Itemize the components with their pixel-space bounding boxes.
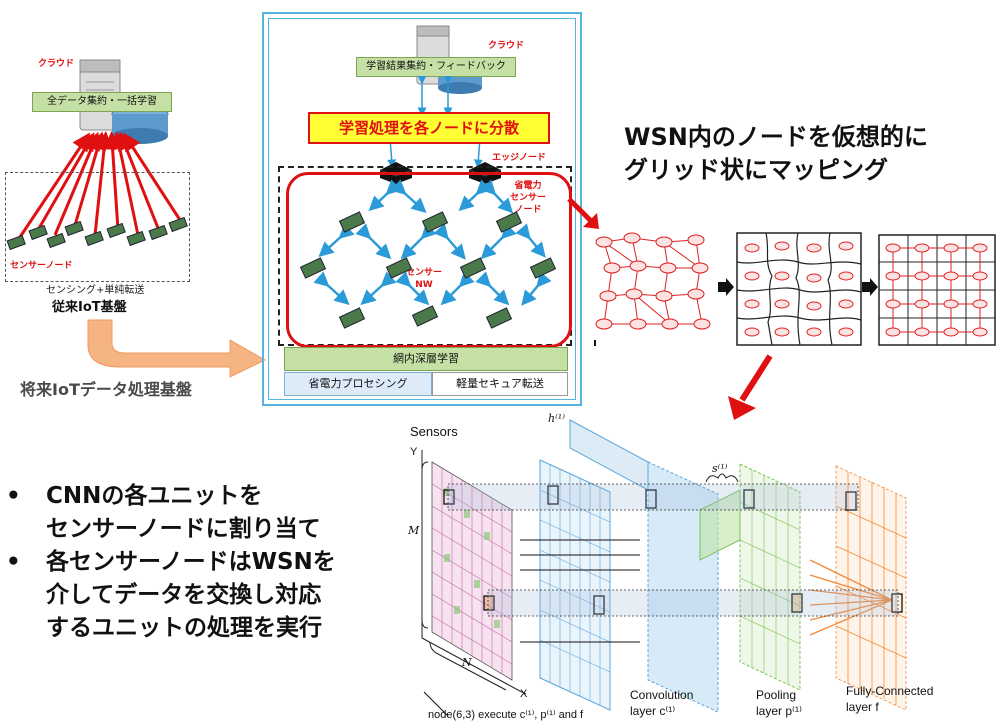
low-power-node-label: 省電力 センサー ノード	[510, 181, 547, 215]
cnn-diagram	[421, 419, 907, 717]
pool-layer-label-2: layer p⁽¹⁾	[756, 704, 802, 718]
sensors-label: Sensors	[410, 424, 458, 439]
secure-transfer: 軽量セキュア転送	[432, 372, 568, 396]
n-label: N	[462, 656, 472, 669]
wsn-graph	[594, 232, 711, 346]
node-caption: node(6,3) execute c⁽¹⁾, p⁽¹⁾ and f	[428, 709, 584, 721]
h-label: h⁽¹⁾	[548, 412, 565, 425]
bullet-glyph-2: •	[6, 549, 21, 575]
sensor-node-label: センサーノード	[10, 261, 73, 271]
cnn-arrow	[728, 354, 773, 420]
edge-node-label: エッジノード	[492, 153, 546, 163]
sensing-caption: センシング+単純転送	[46, 285, 145, 296]
conv-layer-label-1: Convolution	[630, 688, 694, 702]
bullet-1-line-2: センサーノードに割り当て	[46, 516, 321, 542]
left-sensor-nodes	[6, 216, 188, 251]
mapping-title-line-1: WSN内のノードを仮想的に	[624, 123, 928, 151]
low-power-processing: 省電力プロセシング	[284, 372, 432, 396]
voronoi-partition	[736, 232, 862, 346]
mapping-title-line-2: グリッド状にマッピング	[624, 156, 888, 184]
y-axis-label: Y	[410, 446, 418, 458]
bullet-1-line-1: CNNの各ユニットを	[46, 483, 263, 509]
bullet-glyph-1: •	[6, 483, 21, 509]
sensor-network-boundary	[286, 172, 572, 348]
in-network-deep-learning: 網内深層学習	[284, 347, 568, 371]
map-arrow	[567, 197, 599, 229]
m-label: M	[408, 524, 420, 537]
distribute-banner: 学習処理を各ノードに分散	[308, 112, 550, 144]
feedback-box: 学習結果集約・フィードバック	[356, 57, 516, 77]
center-cloud-label: クラウド	[488, 41, 525, 51]
transition-arrow	[87, 319, 267, 378]
aggregate-learning-box: 全データ集約・一括学習	[32, 92, 172, 112]
conv-layer-label-2: layer c⁽¹⁾	[630, 704, 676, 718]
bullet-2-line-2: 介してデータを交換し対応	[46, 582, 322, 608]
legacy-iot-title: 従来IoT基盤	[52, 300, 127, 315]
bullet-2-line-1: 各センサーノードはWSNを	[46, 549, 336, 575]
bullet-2-line-3: するユニットの処理を実行	[46, 615, 322, 641]
upload-arrows	[16, 131, 182, 241]
stage-arrow-1	[718, 278, 734, 296]
x-axis-label: X	[520, 688, 528, 700]
sensor-field-frame	[5, 172, 190, 282]
sensor-mesh	[299, 179, 557, 329]
pool-layer-label-1: Pooling	[756, 688, 797, 702]
future-iot-label: 将来IoTデータ処理基盤	[20, 380, 192, 399]
left-cloud-label: クラウド	[38, 59, 75, 69]
fc-layer-label-1: Fully-Connected	[846, 684, 934, 698]
grid-mapping	[878, 234, 996, 346]
s-label: s⁽¹⁾	[712, 462, 728, 475]
fc-layer-label-2: layer f	[846, 700, 879, 714]
stage-arrow-2	[862, 278, 878, 296]
